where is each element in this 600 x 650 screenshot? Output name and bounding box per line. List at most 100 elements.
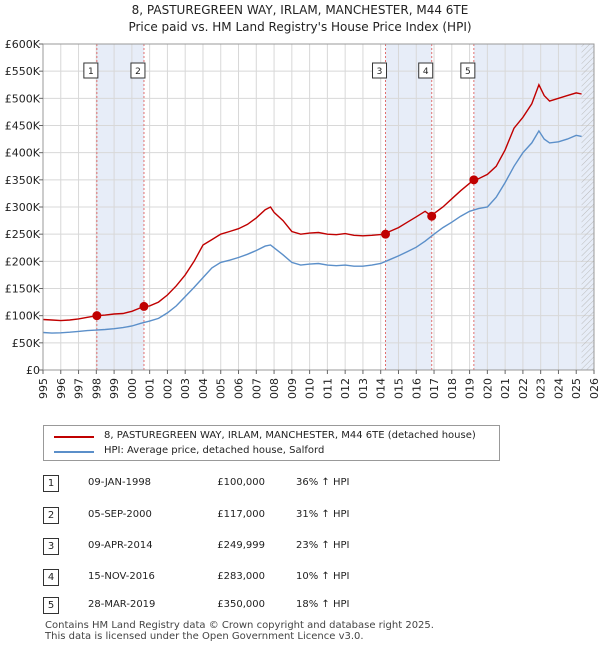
- x-tick-label: 2005: [215, 378, 228, 400]
- y-tick-label: £300K: [5, 201, 41, 214]
- x-tick-label: 2010: [304, 378, 317, 400]
- x-tick-label: 2014: [375, 378, 388, 400]
- sale-point: [139, 301, 149, 311]
- y-tick-label: £150K: [5, 283, 41, 296]
- x-tick-label: 2011: [321, 378, 334, 400]
- sale-point: [427, 211, 437, 221]
- sale-hpi-diff: 36% ↑ HPI: [296, 477, 350, 488]
- sale-marker-label: 3: [377, 67, 383, 77]
- x-tick-label: 2008: [268, 378, 281, 400]
- sale-hpi-diff: 31% ↑ HPI: [296, 509, 350, 520]
- licence-notice: This data is licensed under the Open Gov…: [45, 631, 364, 642]
- sale-date: 15-NOV-2016: [88, 571, 155, 582]
- legend-label-hpi: HPI: Average price, detached house, Salf…: [104, 445, 325, 456]
- sale-number: 1: [43, 475, 59, 492]
- x-tick-label: 2007: [250, 378, 263, 400]
- x-tick-label: 1999: [108, 378, 121, 400]
- y-tick-label: £500K: [5, 92, 41, 105]
- sale-price: £283,000: [217, 571, 265, 582]
- sale-marker-box: [460, 62, 476, 79]
- sale-row: 2 05-SEP-2000 £117,000 31% ↑ HPI: [43, 507, 543, 525]
- sale-hpi-diff: 10% ↑ HPI: [296, 571, 350, 582]
- sale-marker-box: [418, 62, 434, 79]
- x-tick-label: 2006: [233, 378, 246, 400]
- x-tick-label: 2018: [446, 378, 459, 400]
- sale-marker-label: 4: [423, 67, 429, 77]
- sale-marker-box: [83, 62, 99, 79]
- y-tick-label: £400K: [5, 147, 41, 160]
- x-tick-label: 1995: [37, 378, 50, 400]
- x-tick-label: 1998: [90, 378, 103, 400]
- x-tick-label: 2025: [570, 378, 583, 400]
- x-tick-label: 2016: [410, 378, 423, 400]
- x-tick-label: 1997: [73, 378, 86, 400]
- sale-price: £249,999: [217, 540, 265, 551]
- y-tick-label: £100K: [5, 310, 41, 323]
- y-tick-label: £250K: [5, 228, 41, 241]
- sale-row: 4 15-NOV-2016 £283,000 10% ↑ HPI: [43, 569, 543, 587]
- y-tick-label: £450K: [5, 120, 41, 133]
- x-tick-label: 2022: [517, 378, 530, 400]
- sale-marker-label: 1: [88, 67, 94, 77]
- x-tick-label: 2009: [286, 378, 299, 400]
- x-tick-label: 2024: [552, 378, 565, 400]
- sale-marker-box: [372, 62, 388, 79]
- footer: Contains HM Land Registry data © Crown c…: [45, 620, 434, 642]
- sale-row: 5 28-MAR-2019 £350,000 18% ↑ HPI: [43, 597, 543, 615]
- sale-date: 28-MAR-2019: [88, 599, 156, 610]
- legend: 8, PASTUREGREEN WAY, IRLAM, MANCHESTER, …: [43, 425, 500, 461]
- x-tick-label: 2020: [481, 378, 494, 400]
- sale-marker-box: [130, 62, 146, 79]
- y-tick-label: £350K: [5, 174, 41, 187]
- chart-subtitle: Price paid vs. HM Land Registry's House …: [128, 20, 472, 34]
- sale-number: 5: [43, 597, 59, 614]
- copyright-notice: Contains HM Land Registry data © Crown c…: [45, 620, 434, 631]
- sale-price: £350,000: [217, 599, 265, 610]
- sale-marker: 4: [418, 62, 434, 79]
- sale-row: 3 09-APR-2014 £249,999 23% ↑ HPI: [43, 538, 543, 556]
- legend-swatch-property: [54, 436, 94, 438]
- sale-hpi-diff: 23% ↑ HPI: [296, 540, 350, 551]
- x-tick-label: 2004: [197, 378, 210, 400]
- sale-marker-label: 2: [135, 67, 141, 77]
- x-tick-label: 1996: [55, 378, 68, 400]
- x-tick-label: 2000: [126, 378, 139, 400]
- forecast-hatch: [581, 44, 594, 370]
- sale-price: £117,000: [217, 509, 265, 520]
- x-tick-label: 2019: [464, 378, 477, 400]
- hpi-series-line: [42, 129, 582, 334]
- legend-label-property: 8, PASTUREGREEN WAY, IRLAM, MANCHESTER, …: [104, 430, 476, 441]
- sale-row: 1 09-JAN-1998 £100,000 36% ↑ HPI: [43, 475, 543, 493]
- x-tick-label: 2023: [535, 378, 548, 400]
- legend-swatch-hpi: [54, 451, 94, 453]
- sale-date: 09-APR-2014: [88, 540, 153, 551]
- sale-point: [381, 229, 391, 239]
- sale-point: [469, 175, 479, 185]
- x-tick-label: 2026: [588, 378, 600, 400]
- x-tick-label: 2002: [161, 378, 174, 400]
- sale-date: 05-SEP-2000: [88, 509, 152, 520]
- price-chart: 1 2 3 4 5 1995 1996 1997 1998 1999 2000 2001 2002 20…: [5, 38, 600, 400]
- x-tick-label: 2013: [357, 378, 370, 400]
- sale-marker: 3: [372, 62, 388, 79]
- sale-marker-label: 5: [465, 67, 471, 77]
- sale-number: 3: [43, 538, 59, 555]
- y-tick-label: £200K: [5, 255, 41, 268]
- x-tick-label: 2003: [179, 378, 192, 400]
- sale-number: 2: [43, 507, 59, 524]
- chart-title: 8, PASTUREGREEN WAY, IRLAM, MANCHESTER, …: [131, 3, 469, 17]
- sale-marker: 5: [460, 62, 476, 79]
- sale-hpi-diff: 18% ↑ HPI: [296, 599, 350, 610]
- y-tick-label: £550K: [5, 65, 41, 78]
- sale-number: 4: [43, 569, 59, 586]
- x-tick-label: 2021: [499, 378, 512, 400]
- x-tick-label: 2001: [144, 378, 157, 400]
- sale-marker: 2: [130, 62, 146, 79]
- sale-marker: 1: [83, 62, 99, 79]
- y-tick-label: £50K: [12, 337, 41, 350]
- x-tick-label: 2017: [428, 378, 441, 400]
- y-tick-label: £0: [26, 364, 40, 377]
- sale-price: £100,000: [217, 477, 265, 488]
- sale-point: [92, 311, 102, 321]
- x-tick-label: 2015: [392, 378, 405, 400]
